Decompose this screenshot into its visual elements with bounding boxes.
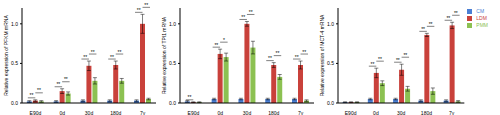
svg-text:E90d: E90d [30,110,42,115]
svg-text:180d: 180d [110,110,121,115]
svg-text:0.0: 0.0 [169,100,176,106]
svg-text:0d: 0d [373,110,379,115]
svg-text:**: ** [110,54,114,60]
svg-text:**: ** [403,52,407,58]
svg-text:**: ** [371,61,375,67]
svg-text:**: ** [446,15,450,21]
svg-text:**: ** [378,56,382,62]
svg-text:0d: 0d [217,110,223,115]
svg-text:Relative expression of PFKM mR: Relative expression of PFKM mRNA [8,15,9,96]
html-text:CM: CM [476,8,485,14]
svg-text:**: ** [295,54,299,60]
svg-text:7y: 7y [298,110,304,115]
svg-text:**: ** [276,50,280,56]
svg-text:Relative expression of MCT-4 m: Relative expression of MCT-4 mRNA [319,14,325,96]
svg-text:0.5: 0.5 [169,60,176,66]
svg-text:**: ** [188,94,192,100]
svg-text:**: ** [241,14,245,20]
svg-text:**: ** [37,87,41,93]
svg-text:**: ** [30,92,34,98]
svg-text:**: ** [454,10,458,16]
svg-text:**: ** [429,21,433,27]
svg-text:30d: 30d [85,110,94,115]
svg-text:**: ** [214,42,218,48]
svg-text:**: ** [137,7,141,13]
svg-text:E90d: E90d [345,110,357,115]
svg-text:7y: 7y [140,110,146,115]
svg-text:0.5: 0.5 [11,60,18,66]
svg-text:0.5: 0.5 [327,60,334,66]
svg-text:**: ** [83,54,87,60]
svg-text:*: * [223,37,225,43]
svg-text:**: ** [396,57,400,63]
html-text:PMM: PMM [476,22,488,28]
svg-text:30d: 30d [397,110,406,115]
svg-text:0.0: 0.0 [327,100,334,106]
svg-text:180d: 180d [421,110,432,115]
svg-text:**: ** [421,26,425,32]
svg-text:1.0: 1.0 [11,21,18,27]
svg-text:**: ** [118,49,122,55]
svg-text:180d: 180d [268,110,279,115]
svg-text:E90d: E90d [188,110,200,115]
svg-text:0d: 0d [59,110,65,115]
svg-text:1.0: 1.0 [327,21,334,27]
svg-text:0.0: 0.0 [11,100,18,106]
svg-text:Relative expression of TPI1 mR: Relative expression of TPI1 mRNA [161,16,167,94]
svg-text:30d: 30d [243,110,252,115]
svg-text:**: ** [249,9,253,15]
svg-text:**: ** [91,49,95,55]
svg-text:1.0: 1.0 [169,21,176,27]
svg-text:**: ** [64,76,68,82]
html-text:LDM: LDM [476,15,487,21]
svg-text:**: ** [56,81,60,87]
svg-text:**: ** [144,2,148,8]
svg-text:7y: 7y [449,110,455,115]
svg-text:**: ** [302,49,306,55]
svg-text:**: ** [268,55,272,61]
